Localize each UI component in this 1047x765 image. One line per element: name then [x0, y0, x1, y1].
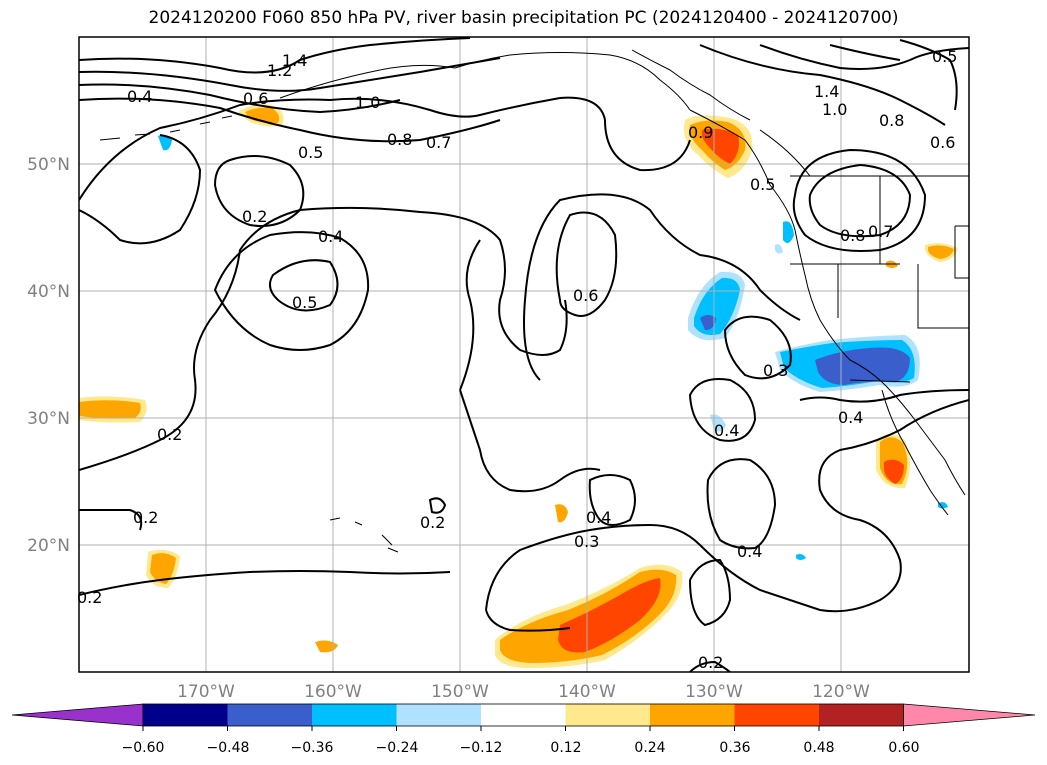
contour-label: 0.6: [243, 89, 268, 108]
lat-tick-label: 30°N: [27, 409, 70, 429]
colorbar-tick-label: 0.60: [888, 740, 919, 756]
contour-labels: 1.4 1.2 0.4 0.6 1.0 0.8 0.7 0.5 0.2 0.4 …: [77, 47, 957, 672]
colorbar-segment: [312, 704, 397, 726]
lon-tick-label: 120°W: [812, 682, 870, 702]
colorbar-tick-label: 0.12: [550, 740, 581, 756]
colorbar-tick-label: −0.24: [376, 740, 419, 756]
map-frame: [78, 36, 970, 673]
contour-label: 0.2: [133, 508, 158, 527]
coastlines: [99, 49, 966, 553]
colorbar-segment: [227, 704, 313, 726]
contour-label: 0.8: [387, 130, 412, 149]
contour-label: 0.4: [838, 408, 863, 427]
contour-label: 0.4: [737, 542, 762, 561]
contour-label: 0.2: [698, 653, 723, 672]
contour-label: 0.7: [426, 133, 451, 152]
contour-label: 0.2: [242, 207, 267, 226]
colorbar-tick-label: −0.60: [122, 740, 165, 756]
contour-label: 1.4: [282, 51, 307, 70]
contour-label: 0.4: [318, 227, 343, 246]
contour-label: 0.5: [292, 293, 317, 312]
lon-tick-label: 170°W: [177, 682, 235, 702]
contour-label: 0.5: [932, 47, 957, 66]
precip-shading: [79, 104, 958, 668]
colorbar-segment: [396, 704, 482, 726]
colorbar-tick-label: −0.48: [207, 740, 250, 756]
pv-contours: [79, 37, 969, 672]
lat-tick-label: 40°N: [27, 282, 70, 302]
contour-label: 0.5: [750, 175, 775, 194]
contour-label: 0.4: [127, 87, 152, 106]
colorbar-segment: [734, 704, 820, 726]
contour-label: 1.0: [355, 93, 380, 112]
grid-lines: [79, 37, 969, 672]
colorbar: [11, 703, 1036, 731]
colorbar-segment: [565, 704, 651, 726]
contour-label: 1.2: [267, 61, 292, 80]
contour-label: 0.6: [930, 133, 955, 152]
contour-label: 0.2: [420, 513, 445, 532]
borders: [759, 129, 969, 383]
contour-label: 0.7: [868, 222, 893, 241]
contour-label: 0.5: [298, 143, 323, 162]
colorbar-extend-max: [903, 703, 1036, 727]
lat-tick-label: 20°N: [27, 536, 70, 556]
contour-label: 0.3: [574, 532, 599, 551]
lon-tick-label: 160°W: [304, 682, 362, 702]
contour-label: 0.8: [840, 226, 865, 245]
colorbar-segment: [481, 704, 566, 726]
contour-label: 0.3: [763, 361, 788, 380]
colorbar-tick-label: −0.12: [460, 740, 503, 756]
lon-tick-label: 150°W: [431, 682, 489, 702]
contour-label: 1.4: [814, 82, 839, 101]
contour-label: 0.4: [714, 421, 739, 440]
colorbar-tick-label: 0.36: [719, 740, 750, 756]
contour-label: 1.0: [822, 100, 847, 119]
colorbar-segment: [819, 704, 904, 726]
lat-tick-label: 50°N: [27, 155, 70, 175]
colorbar-frame: [142, 703, 904, 727]
colorbar-tick-label: −0.36: [291, 740, 334, 756]
contour-label: 0.2: [157, 425, 182, 444]
colorbar-tick-label: 0.48: [803, 740, 834, 756]
colorbar-segment: [143, 704, 228, 726]
contour-label: 0.4: [586, 508, 611, 527]
colorbar-labels: −0.60 −0.48 −0.36 −0.24 −0.12 0.12 0.24 …: [122, 740, 920, 756]
map-title: 2024120200 F060 850 hPa PV, river basin …: [148, 8, 899, 28]
lon-tick-label: 130°W: [685, 682, 743, 702]
contour-label: 0.8: [879, 111, 904, 130]
lat-tick-labels: 50°N 40°N 30°N 20°N: [27, 155, 70, 556]
contour-label: 0.6: [573, 286, 598, 305]
lon-tick-labels: 170°W 160°W 150°W 140°W 130°W 120°W: [177, 682, 870, 702]
colorbar-tick-label: 0.24: [634, 740, 665, 756]
colorbar-segment: [650, 704, 735, 726]
contour-label: 0.9: [688, 123, 713, 142]
contour-label: 0.2: [77, 588, 102, 607]
colorbar-extend-min: [11, 703, 144, 727]
lon-tick-label: 140°W: [558, 682, 616, 702]
